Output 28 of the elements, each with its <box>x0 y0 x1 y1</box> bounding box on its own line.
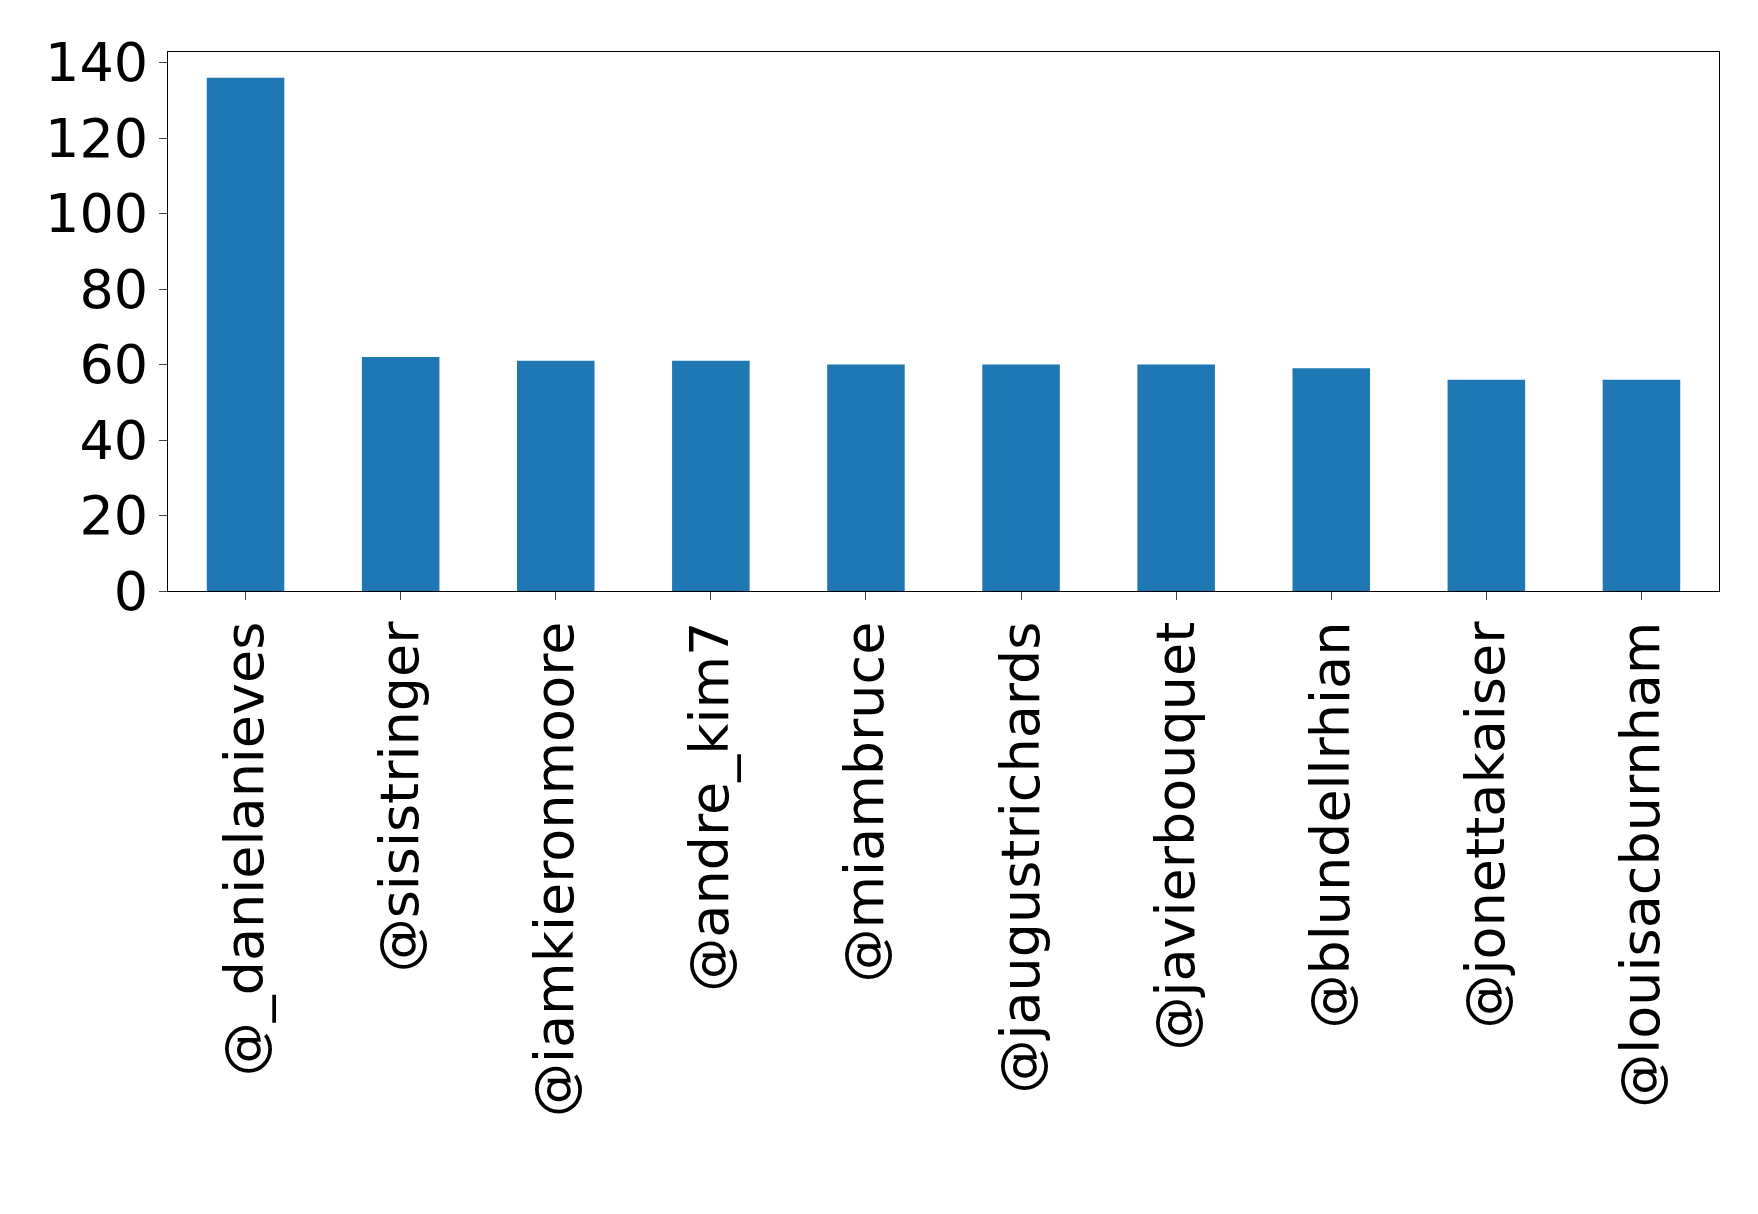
y-tick-label: 60 <box>79 333 149 397</box>
x-tick-label: @_danielanieves <box>213 621 277 1077</box>
y-tick-label: 40 <box>79 408 149 472</box>
y-tick-label: 140 <box>45 31 149 95</box>
bar <box>361 356 440 591</box>
x-tick-label: @blundellrhian <box>1298 621 1362 1029</box>
x-tick-label: @javierbouquet <box>1143 621 1207 1051</box>
x-tick-label: @miambruce <box>833 621 897 983</box>
y-tick-label: 0 <box>113 559 149 623</box>
x-tick-label: @sisistringer <box>368 620 432 973</box>
bar <box>672 360 750 591</box>
y-tick-label: 20 <box>79 484 149 548</box>
bar <box>1137 364 1215 591</box>
bar <box>1292 368 1371 591</box>
y-tick-label: 120 <box>45 106 149 170</box>
y-tick-label: 80 <box>79 257 149 321</box>
x-tick-label: @iamkieronmoore <box>523 621 587 1117</box>
bar <box>1447 379 1526 591</box>
bar <box>206 77 285 591</box>
bar <box>982 364 1060 591</box>
bar <box>827 364 905 591</box>
x-tick-label: @andre_kim7 <box>678 621 742 992</box>
bar <box>1602 379 1681 591</box>
x-tick-label: @jonettakaiser <box>1453 620 1517 1029</box>
bar <box>516 360 595 591</box>
y-tick-label: 100 <box>45 182 149 246</box>
x-tick-label: @jaugustrichards <box>988 621 1052 1094</box>
x-tick-label: @louisacburnham <box>1609 621 1672 1108</box>
